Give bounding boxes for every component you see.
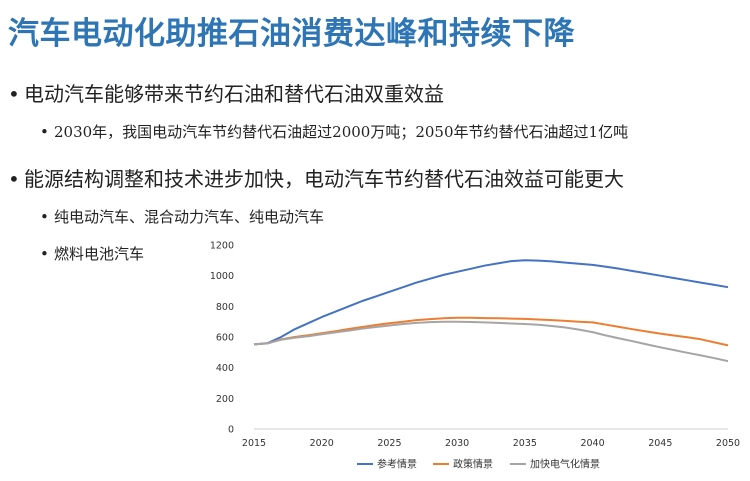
legend-label: 政策情景 bbox=[453, 458, 493, 471]
x-tick-label: 2040 bbox=[580, 438, 604, 449]
bullet-2-2-text: 燃料电池汽车 bbox=[54, 245, 145, 263]
y-tick-label: 600 bbox=[216, 333, 234, 344]
y-tick-label: 1200 bbox=[210, 241, 234, 252]
bullet-dot: • bbox=[8, 82, 20, 106]
bullet-1-1: • 2030年，我国电动汽车节约替代石油超过2000万吨；2050年节约替代石油超… bbox=[40, 121, 628, 142]
x-tick-label: 2030 bbox=[445, 438, 469, 449]
x-tick-label: 2015 bbox=[242, 438, 266, 449]
bullet-dot: • bbox=[8, 167, 20, 191]
legend-label: 参考情景 bbox=[377, 458, 417, 471]
slide-title: 汽车电动化助推石油消费达峰和持续下降 bbox=[8, 16, 575, 52]
x-tick-label: 2035 bbox=[513, 438, 537, 449]
x-tick-label: 2045 bbox=[648, 438, 672, 449]
series-line-3 bbox=[253, 320, 729, 363]
bullet-1: • 电动汽车能够带来节约石油和替代石油双重效益 bbox=[8, 78, 444, 107]
y-tick-label: 0 bbox=[228, 425, 234, 436]
bullet-dot: • bbox=[40, 123, 49, 141]
legend-label: 加快电气化情景 bbox=[530, 458, 600, 471]
x-tick-label: 2050 bbox=[716, 438, 740, 449]
series-line-1 bbox=[253, 259, 729, 346]
y-tick-label: 1000 bbox=[210, 271, 234, 282]
bullet-2: • 能源结构调整和技术进步加快，电动汽车节约替代石油效益可能更大 bbox=[8, 163, 624, 192]
bullet-dot: • bbox=[40, 208, 49, 226]
bullet-2-1-text: 纯电动汽车、混合动力汽车、纯电动汽车 bbox=[54, 208, 325, 226]
x-tick-label: 2025 bbox=[377, 438, 401, 449]
bullet-2-1: • 纯电动汽车、混合动力汽车、纯电动汽车 bbox=[40, 206, 324, 227]
bullet-2-text: 能源结构调整和技术进步加快，电动汽车节约替代石油效益可能更大 bbox=[24, 167, 624, 191]
y-tick-label: 200 bbox=[216, 394, 234, 405]
y-tick-label: 800 bbox=[216, 302, 234, 313]
bullet-1-text: 电动汽车能够带来节约石油和替代石油双重效益 bbox=[24, 82, 444, 106]
series-line-2 bbox=[253, 316, 729, 347]
bullet-2-2: • 燃料电池汽车 bbox=[40, 243, 144, 264]
y-tick-label: 400 bbox=[216, 363, 234, 374]
bullet-dot: • bbox=[40, 245, 49, 263]
bullet-1-1-text: 2030年，我国电动汽车节约替代石油超过2000万吨；2050年节约替代石油超过… bbox=[54, 123, 629, 141]
x-tick-label: 2020 bbox=[310, 438, 334, 449]
